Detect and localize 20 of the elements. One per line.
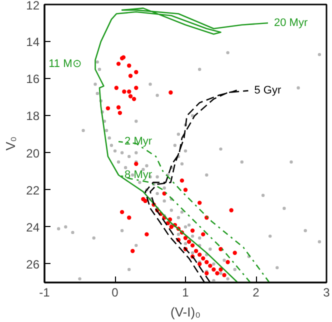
y-tick-label: 14 (26, 35, 40, 50)
x-tick-label: -1 (39, 286, 50, 300)
y-tick-label: 24 (26, 220, 40, 234)
y-tick-label: 22 (26, 183, 40, 198)
x-tick-label: 2 (252, 286, 260, 300)
annotation: 11 M⊙ (48, 58, 82, 70)
series-label: 20 Myr (274, 17, 308, 30)
x-axis-title: (V-I)₀ (170, 304, 200, 320)
y-tick-label: 26 (26, 257, 40, 272)
y-axis-title: V₀ (3, 136, 18, 151)
series-label: 2 Myr (124, 136, 152, 148)
y-tick-label: 12 (26, 0, 40, 12)
x-tick-label: 3 (323, 286, 330, 300)
x-tick-label: 1 (182, 286, 190, 300)
series-label: 5 Gyr (254, 84, 282, 97)
x-tick-label: 0 (112, 286, 119, 300)
y-tick-label: 20 (26, 146, 40, 160)
series-label: 8 Myr (124, 169, 152, 182)
y-tick-label: 18 (26, 109, 40, 124)
y-tick-label: 16 (26, 72, 40, 86)
